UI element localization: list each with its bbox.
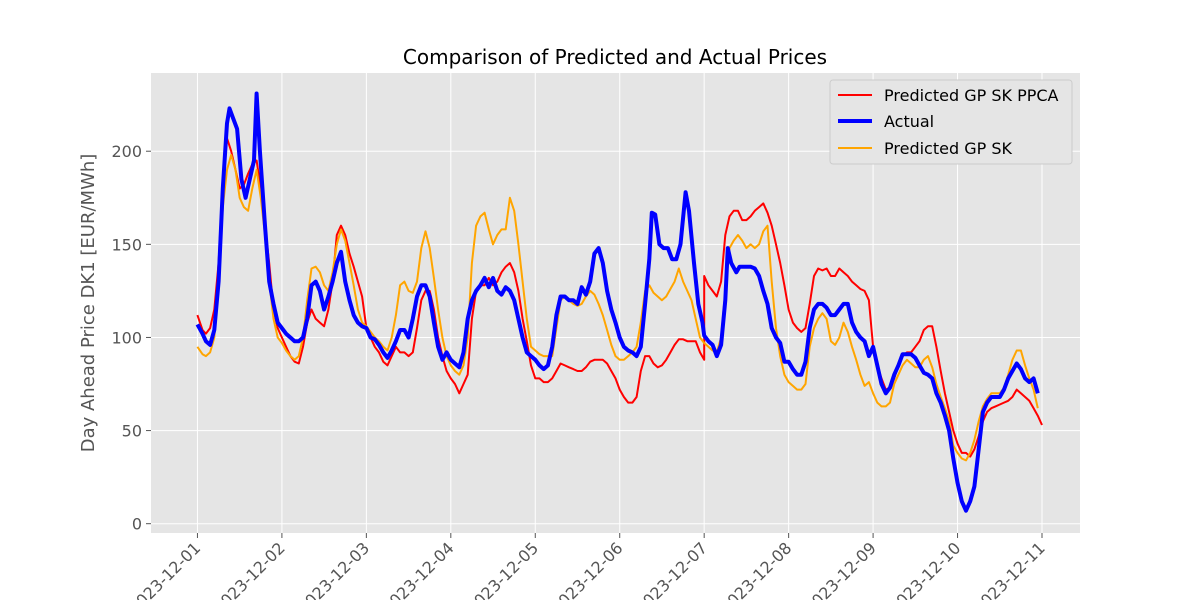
y-tick-label: 150 [111, 235, 142, 254]
legend: Predicted GP SK PPCA Actual Predicted GP… [829, 79, 1073, 165]
x-tick-label: 2023-12-05 [463, 538, 542, 600]
y-tick-label: 100 [111, 328, 142, 347]
x-tick-label: 2023-12-06 [547, 538, 626, 600]
legend-label-predicted-ppca: Predicted GP SK PPCA [884, 86, 1059, 105]
legend-label-actual: Actual [884, 112, 934, 131]
x-axis-ticks: 2023-12-01 2023-12-02 2023-12-03 2023-12-04… [125, 533, 1049, 600]
legend-label-predicted-sk: Predicted GP SK [884, 139, 1012, 158]
x-tick-label: 2023-12-07 [632, 538, 711, 600]
legend-box [829, 79, 1073, 165]
x-tick-label: 2023-12-10 [885, 538, 964, 600]
series-line-actual [195, 91, 1040, 513]
y-axis-label: Day Ahead Price DK1 [EUR/MWh] [78, 154, 99, 453]
x-tick-label: 2023-12-02 [210, 538, 289, 600]
x-tick-label: 2023-12-03 [294, 538, 373, 600]
y-tick-label: 50 [122, 422, 142, 441]
grid-lines [151, 73, 1080, 533]
y-tick-label: 0 [132, 515, 142, 534]
x-tick-label: 2023-12-11 [970, 538, 1049, 600]
x-tick-label: 2023-12-04 [378, 538, 457, 600]
x-tick-label: 2023-12-09 [801, 538, 880, 600]
y-axis-ticks: 0 50 100 150 200 [111, 142, 151, 534]
chart-title: Comparison of Predicted and Actual Price… [403, 45, 827, 69]
series-lines [195, 91, 1043, 513]
y-tick-label: 200 [111, 142, 142, 161]
series-line-predicted-gp-sk [196, 153, 1039, 462]
x-tick-label: 2023-12-01 [125, 538, 204, 600]
x-tick-label: 2023-12-08 [716, 538, 795, 600]
